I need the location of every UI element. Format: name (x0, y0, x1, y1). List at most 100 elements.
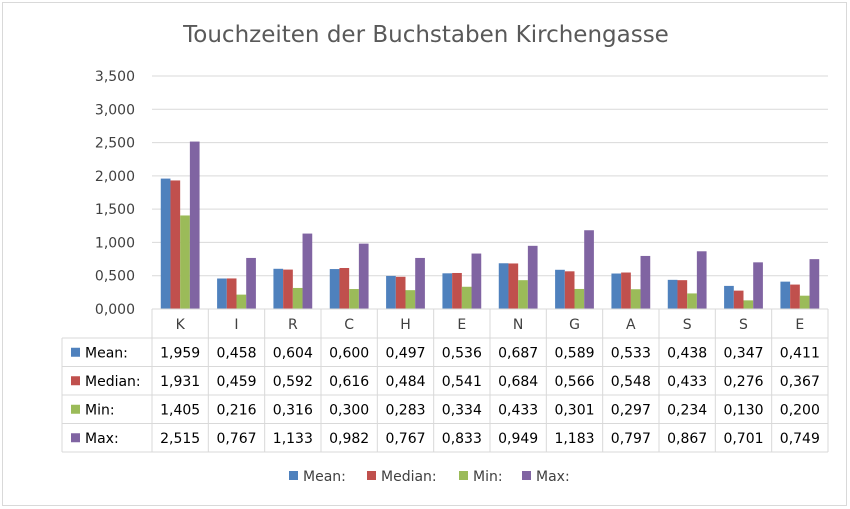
category-label: S (683, 317, 692, 333)
y-tick-label: 2,500 (95, 136, 135, 152)
bar (724, 285, 734, 309)
table-cell-value: 0,701 (723, 431, 763, 447)
table-cell-value: 0,283 (385, 402, 425, 418)
table-cell-value: 0,130 (723, 402, 763, 418)
category-label: E (457, 317, 466, 333)
table-cell-value: 0,833 (442, 431, 482, 447)
category-label: I (234, 317, 238, 333)
category-label: R (288, 317, 298, 333)
bar (743, 300, 754, 309)
table-cell-value: 0,347 (723, 345, 763, 361)
table-cell-value: 0,749 (780, 431, 820, 447)
table-cell-value: 0,484 (385, 374, 425, 390)
table-cell-value: 1,183 (554, 431, 594, 447)
y-tick-label: 0,500 (95, 269, 135, 285)
bar (809, 259, 820, 309)
category-label: G (569, 317, 580, 333)
bar (555, 269, 565, 309)
bar (358, 243, 369, 309)
table-cell-value: 1,405 (160, 402, 200, 418)
table-cell-value: 0,459 (216, 374, 256, 390)
bar (799, 295, 810, 309)
category-label: A (626, 317, 636, 333)
category-label: H (400, 317, 411, 333)
legend-label: Mean: (303, 469, 346, 485)
table-cell-value: 0,300 (329, 402, 369, 418)
bar (461, 286, 472, 309)
y-tick-label: 1,500 (95, 202, 135, 218)
bar (584, 230, 594, 309)
bar (508, 263, 519, 309)
bar (687, 293, 697, 309)
table-cell-value: 0,458 (216, 345, 256, 361)
bar (189, 141, 200, 309)
category-label: S (739, 317, 748, 333)
table-cell-value: 0,767 (385, 431, 425, 447)
bar (329, 269, 340, 309)
bar (471, 253, 482, 309)
bar (442, 273, 453, 309)
table-cell-value: 0,867 (667, 431, 707, 447)
bar (236, 294, 247, 309)
y-tick-label: 3,000 (95, 102, 135, 118)
bar (339, 267, 350, 309)
bar (498, 263, 509, 309)
legend-key (459, 471, 468, 480)
table-cell-value: 0,982 (329, 431, 369, 447)
bar (180, 215, 190, 309)
bar (640, 255, 651, 309)
table-cell-value: 1,959 (160, 345, 200, 361)
table-cell-value: 0,433 (667, 374, 707, 390)
table-cell-value: 0,216 (216, 402, 256, 418)
table-cell-value: 0,438 (667, 345, 707, 361)
table-cell-value: 0,433 (498, 402, 538, 418)
table-cell-value: 0,797 (611, 431, 651, 447)
bar (753, 262, 763, 309)
table-cell-value: 0,566 (554, 374, 594, 390)
table-cell-value: 0,592 (273, 374, 313, 390)
bar (790, 284, 800, 309)
table-cell-value: 0,600 (329, 345, 369, 361)
table-cell-value: 0,334 (442, 402, 482, 418)
table-cell-value: 0,616 (329, 374, 369, 390)
bar (696, 251, 707, 309)
bar (452, 272, 462, 309)
y-tick-label: 0,000 (95, 302, 135, 318)
table-cell-value: 0,533 (611, 345, 651, 361)
table-legend-key (71, 376, 80, 386)
bar (677, 280, 688, 309)
table-legend-key (71, 347, 80, 357)
bar (405, 290, 416, 309)
y-tick-label: 2,000 (95, 169, 135, 185)
bar (527, 245, 538, 309)
table-series-name: Mean: (85, 345, 128, 361)
table-cell-value: 2,515 (160, 431, 200, 447)
bar (273, 268, 284, 309)
table-cell-value: 0,687 (498, 345, 538, 361)
bar (667, 279, 678, 309)
table-series-name: Median: (85, 374, 141, 390)
table-cell-value: 0,316 (273, 402, 313, 418)
y-tick-label: 1,000 (95, 235, 135, 251)
table-series-name: Min: (85, 402, 115, 418)
bar (226, 278, 237, 309)
table-cell-value: 0,276 (723, 374, 763, 390)
legend-label: Max: (536, 469, 570, 485)
bar (415, 257, 425, 309)
table-series-name: Max: (85, 431, 119, 447)
table-cell-value: 0,301 (554, 402, 594, 418)
table-cell-value: 0,411 (780, 345, 820, 361)
bar (302, 233, 313, 309)
table-cell-value: 0,604 (273, 345, 313, 361)
table-cell-value: 0,497 (385, 345, 425, 361)
bar (386, 275, 396, 309)
bar (611, 273, 622, 309)
table-cell-value: 0,767 (216, 431, 256, 447)
chart-title: Touchzeiten der Buchstaben Kirchengasse (182, 22, 669, 48)
y-tick-label: 3,500 (95, 69, 135, 85)
bar (395, 276, 406, 309)
legend-key (522, 471, 531, 480)
table-cell-value: 1,133 (273, 431, 313, 447)
legend-key (289, 471, 298, 480)
